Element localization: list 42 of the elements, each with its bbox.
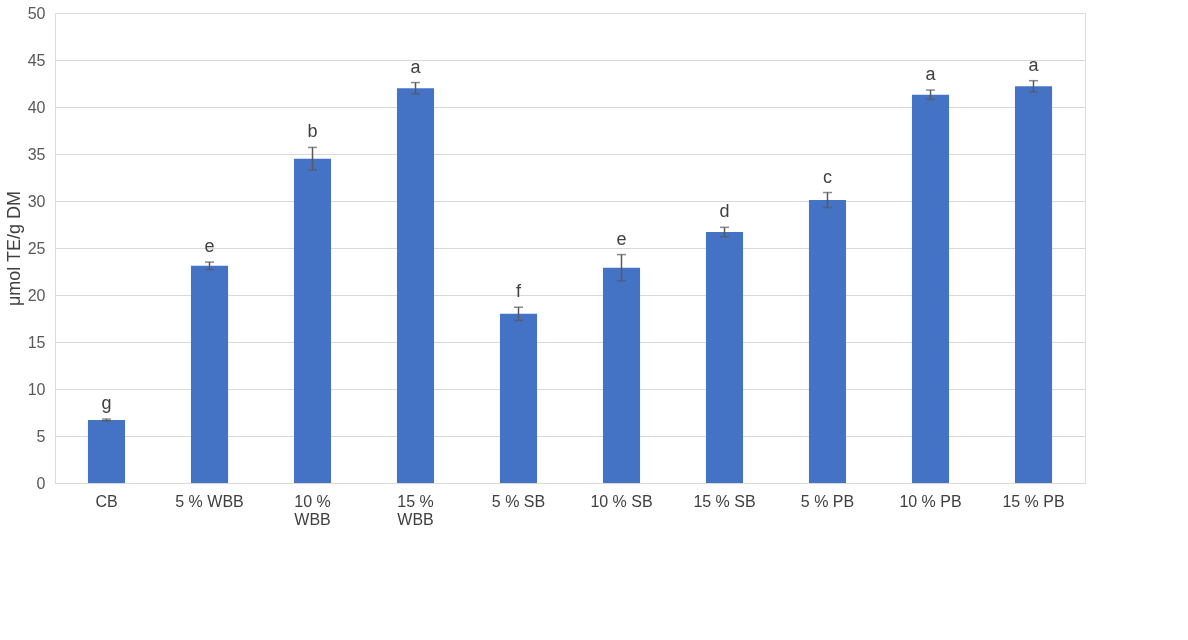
bar xyxy=(293,158,332,483)
y-tick-label: 25 xyxy=(27,239,46,257)
bar xyxy=(87,420,126,483)
x-tick-label: 15 % PB xyxy=(1002,492,1065,510)
y-tick-label: 40 xyxy=(27,98,46,116)
annotation: c xyxy=(823,166,832,187)
annotation: a xyxy=(410,56,422,77)
x-tick-label: CB xyxy=(95,492,118,510)
annotation: e xyxy=(204,236,215,257)
y-tick-label: 15 xyxy=(27,333,46,351)
y-tick-label: 45 xyxy=(27,51,46,69)
x-tick-label: 5 % PB xyxy=(800,492,855,510)
annotation: d xyxy=(719,201,730,222)
bar xyxy=(1014,86,1053,483)
y-axis-title: μmol TE/g DM xyxy=(3,190,24,307)
annotation: a xyxy=(925,64,937,85)
y-tick-label: 35 xyxy=(27,145,46,163)
y-tick-label: 5 xyxy=(36,427,46,445)
y-tick-label: 20 xyxy=(27,286,46,304)
x-tick-label: 5 % WBB xyxy=(175,492,244,510)
bar xyxy=(705,232,744,483)
x-tick-label: 10 % SB xyxy=(590,492,653,510)
annotation: g xyxy=(101,393,112,414)
bar xyxy=(499,313,538,483)
bar xyxy=(396,88,435,483)
annotation: e xyxy=(616,228,627,249)
bar xyxy=(602,267,641,483)
x-tick-label: 15 % SB xyxy=(693,492,756,510)
bar xyxy=(190,265,229,483)
y-tick-label: 0 xyxy=(36,474,46,492)
x-tick-label: 15 % WBB xyxy=(397,492,434,528)
y-tick-label: 10 xyxy=(27,380,46,398)
annotation: f xyxy=(515,281,522,302)
x-tick-label: 5 % SB xyxy=(491,492,546,510)
y-tick-label: 50 xyxy=(27,4,46,22)
x-tick-label: 10 % WBB xyxy=(294,492,331,528)
bar xyxy=(808,200,847,483)
annotation: b xyxy=(307,121,318,142)
bar xyxy=(911,94,950,483)
y-tick-label: 30 xyxy=(27,192,46,210)
annotation: a xyxy=(1028,54,1040,75)
x-tick-label: 10 % PB xyxy=(899,492,962,510)
